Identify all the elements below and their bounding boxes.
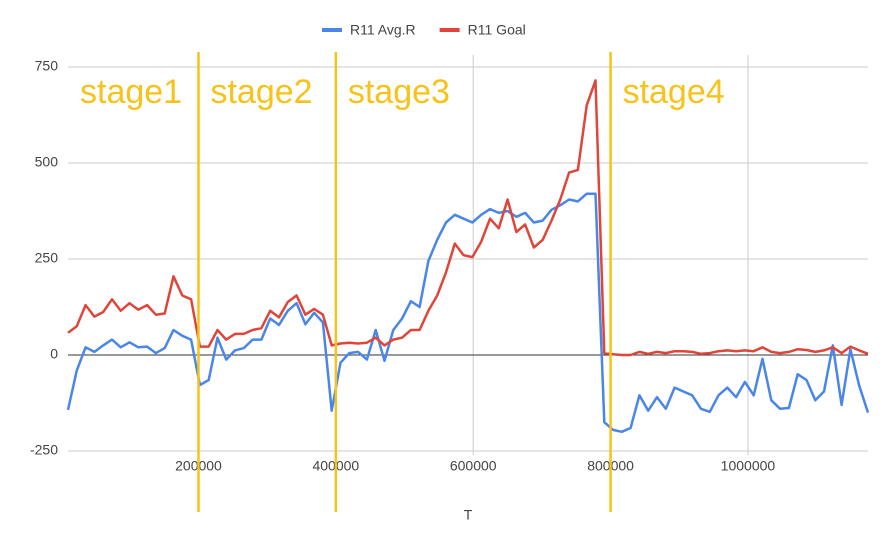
stage-label: stage3 — [348, 73, 450, 111]
series-line — [67, 79, 869, 357]
y-tick-label: 0 — [50, 346, 58, 362]
stage-label: stage1 — [80, 73, 182, 111]
x-tick-label: 600000 — [450, 458, 497, 474]
x-axis-title: T — [464, 507, 473, 523]
y-tick-label: 750 — [35, 58, 59, 74]
y-tick-label: -250 — [30, 442, 58, 458]
stage-label: stage4 — [623, 73, 725, 111]
y-tick-label: 250 — [35, 250, 59, 266]
stage-label: stage2 — [210, 73, 312, 111]
legend-label: R11 Avg.R — [350, 22, 416, 38]
legend-label: R11 Goal — [468, 22, 526, 38]
x-tick-label: 1000000 — [721, 458, 776, 474]
y-tick-label: 500 — [35, 154, 59, 170]
series-line — [66, 192, 870, 434]
